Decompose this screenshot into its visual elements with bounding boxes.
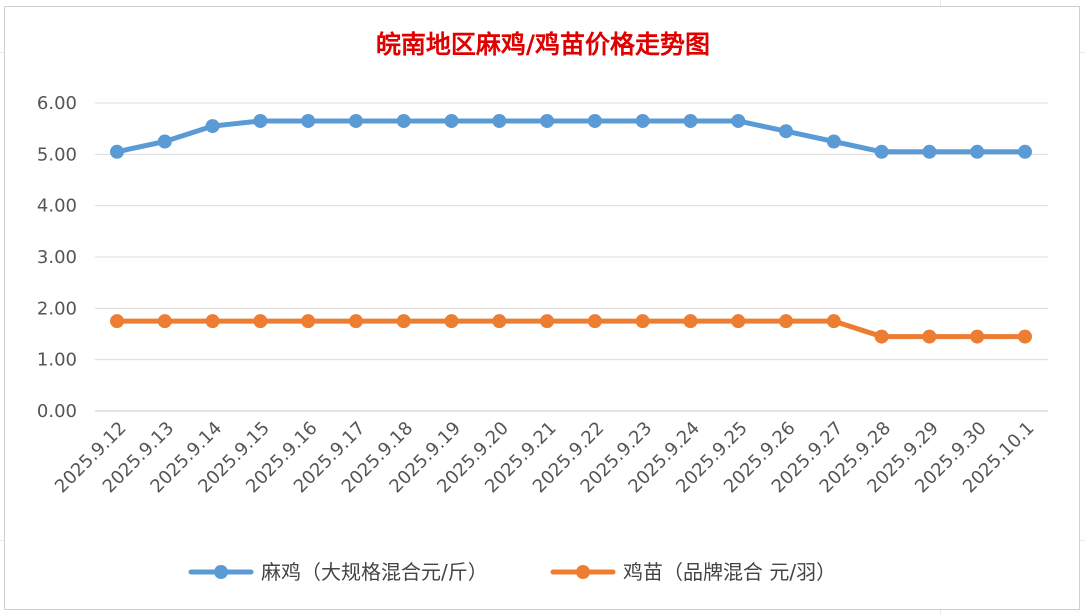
data-point bbox=[253, 314, 268, 329]
data-point bbox=[922, 329, 937, 344]
data-point bbox=[922, 144, 937, 159]
legend-label: 麻鸡（大规格混合元/斤） bbox=[261, 560, 488, 584]
line-chart: 皖南地区麻鸡/鸡苗价格走势图 0.00 1.00 2.00 3.00 4.00 5.00 6… bbox=[37, 30, 1048, 584]
series-1 bbox=[110, 113, 1032, 159]
data-point bbox=[253, 113, 268, 128]
data-point bbox=[492, 113, 507, 128]
y-tick-label: 4.00 bbox=[37, 196, 77, 217]
data-point bbox=[348, 113, 363, 128]
legend-item-1[interactable]: 麻鸡（大规格混合元/斤） bbox=[188, 560, 488, 584]
data-point bbox=[635, 314, 650, 329]
legend-item-2[interactable]: 鸡苗（品牌混合 元/羽） bbox=[550, 560, 836, 584]
x-axis-tick-labels: 2025.9.122025.9.132025.9.142025.9.152025… bbox=[51, 418, 1039, 498]
data-point bbox=[874, 144, 889, 159]
y-tick-label: 3.00 bbox=[37, 247, 77, 268]
data-point bbox=[826, 134, 841, 149]
data-point bbox=[396, 314, 411, 329]
chart-area[interactable]: 皖南地区麻鸡/鸡苗价格走势图 0.00 1.00 2.00 3.00 4.00 5.00 6… bbox=[4, 6, 1080, 610]
data-point bbox=[492, 314, 507, 329]
legend-label: 鸡苗（品牌混合 元/羽） bbox=[623, 560, 836, 584]
y-tick-label: 2.00 bbox=[37, 298, 77, 319]
series-2 bbox=[110, 314, 1032, 344]
data-point bbox=[587, 314, 602, 329]
data-point bbox=[396, 113, 411, 128]
data-point bbox=[157, 134, 172, 149]
data-point bbox=[301, 314, 316, 329]
data-point bbox=[540, 113, 555, 128]
data-point bbox=[1018, 329, 1032, 344]
chart-title: 皖南地区麻鸡/鸡苗价格走势图 bbox=[376, 30, 710, 59]
data-point bbox=[587, 113, 602, 128]
y-tick-label: 1.00 bbox=[37, 350, 77, 371]
y-tick-label: 6.00 bbox=[37, 93, 77, 114]
data-point bbox=[683, 113, 698, 128]
series-line bbox=[114, 118, 1028, 155]
data-point bbox=[874, 329, 889, 344]
data-point bbox=[110, 314, 124, 329]
legend-swatch-marker bbox=[214, 565, 228, 579]
data-point bbox=[970, 329, 985, 344]
data-point bbox=[205, 314, 220, 329]
data-point bbox=[110, 144, 124, 159]
legend[interactable]: 麻鸡（大规格混合元/斤） 鸡苗（品牌混合 元/羽） bbox=[188, 560, 836, 584]
series-line bbox=[114, 318, 1028, 340]
series-layer bbox=[110, 113, 1032, 344]
data-point bbox=[205, 119, 220, 134]
data-point bbox=[301, 113, 316, 128]
y-axis-tick-labels: 0.00 1.00 2.00 3.00 4.00 5.00 6.00 bbox=[37, 93, 77, 422]
data-point bbox=[540, 314, 555, 329]
data-point bbox=[157, 314, 172, 329]
data-point bbox=[444, 314, 459, 329]
data-point bbox=[731, 113, 746, 128]
data-point bbox=[635, 113, 650, 128]
data-point bbox=[731, 314, 746, 329]
legend-swatch-marker bbox=[576, 565, 590, 579]
data-point bbox=[348, 314, 363, 329]
data-point bbox=[1018, 144, 1032, 159]
data-point bbox=[444, 113, 459, 128]
data-point bbox=[683, 314, 698, 329]
gridlines bbox=[95, 102, 1048, 412]
y-tick-label: 0.00 bbox=[37, 401, 77, 422]
y-tick-label: 5.00 bbox=[37, 144, 77, 165]
data-point bbox=[826, 314, 841, 329]
data-point bbox=[970, 144, 985, 159]
data-point bbox=[779, 314, 794, 329]
data-point bbox=[779, 124, 794, 139]
